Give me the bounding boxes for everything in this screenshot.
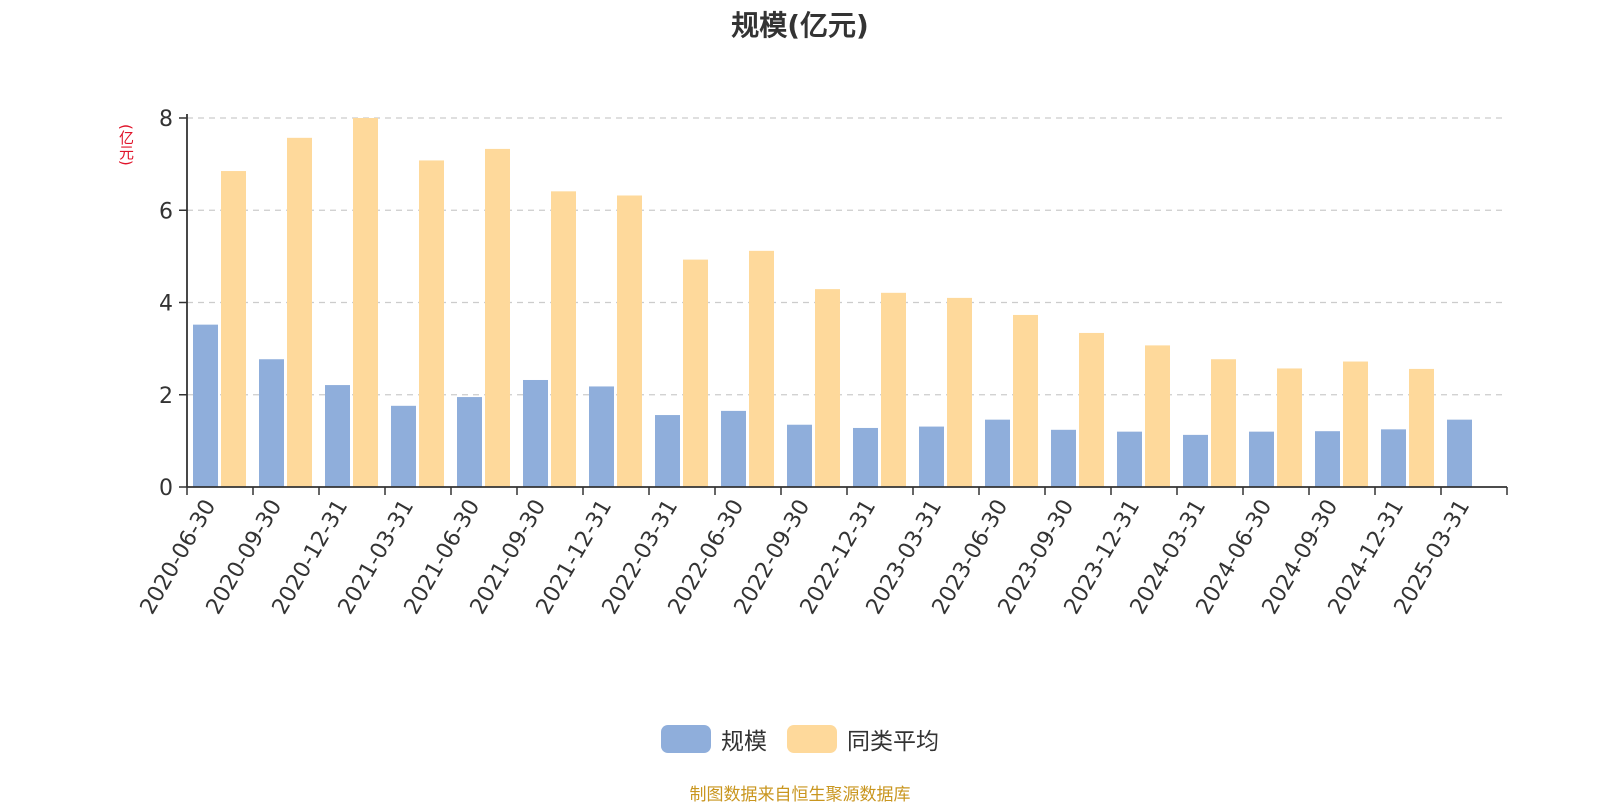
- bar-scale: [919, 426, 944, 487]
- bar-peer-average: [551, 191, 576, 487]
- bar-peer-average: [617, 195, 642, 488]
- bar-scale: [391, 405, 416, 487]
- bar-peer-average: [881, 292, 906, 487]
- bar-peer-average: [1409, 368, 1434, 487]
- bar-scale: [457, 397, 482, 487]
- bar-peer-average: [1013, 314, 1038, 487]
- legend-item-scale[interactable]: 规模: [661, 722, 767, 756]
- bar-peer-average: [1211, 359, 1236, 487]
- legend-swatch-scale: [661, 725, 711, 753]
- bar-peer-average: [353, 118, 378, 487]
- bar-scale: [1381, 429, 1406, 487]
- legend-label-peer-average: 同类平均: [847, 729, 939, 755]
- data-source-footer: 制图数据来自恒生聚源数据库: [689, 785, 911, 805]
- bar-scale: [193, 324, 218, 487]
- bar-peer-average: [287, 137, 312, 488]
- bar-scale: [655, 415, 680, 487]
- bar-scale: [721, 410, 746, 487]
- bar-scale: [1447, 419, 1472, 487]
- bar-scale: [1051, 429, 1076, 487]
- bar-peer-average: [947, 297, 972, 487]
- bar-scale: [1183, 434, 1208, 487]
- legend-label-scale: 规模: [721, 729, 767, 755]
- chart-title: 规模(亿元): [731, 9, 869, 42]
- bar-scale: [523, 379, 548, 487]
- y-tick-label: 0: [159, 476, 173, 501]
- bar-peer-average: [1343, 361, 1368, 487]
- bar-peer-average: [485, 148, 510, 487]
- legend: 规模 同类平均: [0, 722, 1600, 756]
- y-tick-label: 8: [159, 107, 173, 132]
- bar-peer-average: [815, 289, 840, 487]
- y-tick-label: 2: [159, 384, 173, 409]
- bar-peer-average: [1079, 332, 1104, 487]
- legend-item-peer-average[interactable]: 同类平均: [787, 722, 939, 756]
- bar-scale: [589, 386, 614, 487]
- bar-scale: [1249, 431, 1274, 487]
- bar-scale: [787, 424, 812, 487]
- bar-scale: [853, 427, 878, 487]
- bar-scale: [325, 385, 350, 487]
- y-tick-label: 4: [159, 292, 173, 317]
- legend-swatch-peer-average: [787, 725, 837, 753]
- bar-peer-average: [683, 259, 708, 487]
- y-tick-label: 6: [159, 199, 173, 224]
- bar-scale: [985, 419, 1010, 487]
- bar-scale: [1117, 431, 1142, 487]
- bar-scale: [259, 359, 284, 487]
- bar-peer-average: [419, 160, 444, 487]
- bar-peer-average: [1277, 368, 1302, 487]
- bar-peer-average: [221, 171, 246, 487]
- bar-scale: [1315, 431, 1340, 487]
- y-axis-unit-label: (亿元): [117, 124, 135, 166]
- bar-peer-average: [1145, 345, 1170, 487]
- bar-peer-average: [749, 250, 774, 487]
